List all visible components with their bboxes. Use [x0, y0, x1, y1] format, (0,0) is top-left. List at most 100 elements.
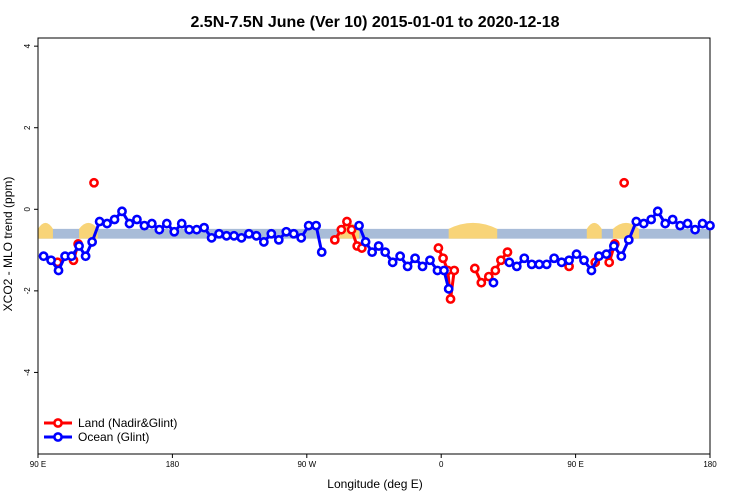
- y-tick-label-1: 2: [23, 125, 32, 130]
- series-1-point-2-0: [488, 277, 499, 288]
- legend-marker-1: [53, 432, 63, 442]
- series-1-point-0-10: [109, 214, 120, 225]
- series-1-point-3-15: [616, 251, 627, 262]
- x-tick-label-3: 0: [439, 460, 444, 469]
- series-1-point-0-32: [273, 234, 284, 245]
- series-0-point-5-3: [490, 265, 501, 276]
- series-0-point-4-0: [433, 243, 444, 253]
- series-1-point-0-7: [87, 237, 98, 247]
- series-1-point-0-6: [80, 251, 91, 262]
- series-0-point-9-0: [619, 177, 630, 188]
- series-1-point-3-10: [579, 255, 589, 266]
- series-1-point-3-1: [511, 261, 522, 272]
- series-0-point-3-0: [329, 234, 340, 245]
- x-tick-label-1: 180: [166, 460, 180, 469]
- legend: Land (Nadir&Glint)Ocean (Glint): [44, 416, 177, 444]
- series-1-point-0-34: [288, 228, 299, 239]
- series-0-point-2-0: [89, 177, 99, 188]
- series-1-point-0-27: [236, 232, 247, 243]
- series-1-point-0-13: [132, 214, 142, 225]
- plot-layer: [38, 222, 710, 239]
- series-1-point-3-5: [541, 259, 552, 270]
- series-1-point-0-1: [46, 255, 56, 266]
- series-1-point-0-29: [251, 230, 262, 241]
- x-tick-label-0: 90 E: [30, 460, 46, 469]
- series-1-point-0-5: [74, 241, 84, 251]
- x-tick-label-2: 90 W: [297, 460, 316, 469]
- series-1-point-0-21: [191, 224, 202, 235]
- land-area-1: [79, 222, 98, 239]
- land-area-3: [448, 222, 498, 239]
- series-1-point-1-1: [360, 237, 371, 247]
- series-1-point-0-14: [139, 220, 150, 231]
- y-axis-label: XCO2 - MLO trend (ppm): [1, 177, 15, 312]
- series-1-point-3-7: [556, 257, 567, 268]
- x-tick-label-5: 180: [703, 460, 717, 469]
- series-1-point-1-3: [373, 241, 384, 251]
- series-1: [38, 206, 715, 294]
- series-1-point-1-9: [417, 261, 428, 272]
- x-tick-label-4: 90 E: [567, 460, 583, 469]
- x-axis-label: Longitude (deg E): [327, 477, 422, 491]
- series-1-point-0-35: [296, 232, 307, 243]
- land-area-0: [38, 222, 53, 239]
- series-1-point-0-11: [117, 206, 127, 217]
- series-1-point-3-26: [697, 218, 708, 229]
- legend-marker-0: [53, 418, 63, 428]
- land-area-4: [586, 222, 602, 239]
- series-1-point-0-22: [199, 222, 210, 233]
- series-1-point-1-0: [354, 220, 364, 231]
- series-1-point-0-38: [316, 247, 327, 258]
- series-1-point-3-27: [705, 220, 715, 231]
- series-1-point-3-22: [667, 214, 678, 225]
- series-1-point-0-16: [154, 224, 165, 235]
- y-tick-label-2: 0: [23, 207, 32, 212]
- series-1-point-0-19: [176, 218, 187, 229]
- series-1-point-3-6: [549, 253, 560, 264]
- series-1-point-3-8: [564, 255, 574, 266]
- series-1-point-1-2: [367, 247, 378, 258]
- series-0-point-3-2: [342, 216, 352, 227]
- series-1-point-1-4: [380, 247, 391, 258]
- series-1-point-3-20: [652, 206, 663, 217]
- y-axis: 4 2 0 -2 -4: [23, 43, 38, 376]
- series-1-point-1-7: [402, 261, 413, 272]
- plot-frame: [37, 37, 711, 455]
- series-1-point-0-4: [66, 251, 77, 262]
- series-1-point-3-3: [526, 259, 537, 270]
- series-1-point-0-18: [169, 226, 180, 237]
- series-1-point-0-2: [53, 265, 64, 276]
- series-1-point-0-20: [184, 224, 195, 235]
- series-1-point-3-24: [682, 218, 693, 229]
- chart-title: 2.5N-7.5N June (Ver 10) 2015-01-01 to 20…: [190, 14, 559, 31]
- series-1-point-3-4: [534, 259, 545, 270]
- series-1-point-3-16: [623, 234, 634, 245]
- reference-band: [38, 228, 710, 239]
- series-1-point-3-11: [586, 265, 597, 276]
- series-1-point-3-18: [638, 218, 649, 229]
- series-1-point-3-21: [660, 218, 671, 229]
- series-1-point-0-15: [146, 218, 157, 229]
- series-1-point-0-31: [266, 228, 277, 239]
- y-tick-label-0: 4: [23, 43, 32, 48]
- series-1-point-0-17: [161, 218, 172, 229]
- series-1-point-3-19: [646, 214, 657, 225]
- series-1-point-3-2: [519, 253, 530, 264]
- series-1-point-1-10: [425, 255, 435, 266]
- series-0-point-5-4: [496, 255, 506, 266]
- series-0-point-5-0: [469, 263, 480, 274]
- series-1-point-0-9: [102, 218, 112, 229]
- series-1-point-3-14: [608, 241, 619, 251]
- series-1-point-3-17: [631, 216, 642, 227]
- series-0: [52, 177, 630, 304]
- series-0-point-3-3: [346, 224, 357, 235]
- y-tick-label-3: -2: [23, 287, 32, 295]
- series-1-point-0-33: [281, 226, 292, 237]
- series-0-point-5-1: [476, 277, 487, 288]
- series-layer: [38, 177, 715, 304]
- x-axis: 90 E 180 90 W 0 90 E 180: [30, 454, 717, 469]
- series-0-point-5-2: [483, 271, 494, 282]
- series-0-point-4-4: [449, 265, 460, 276]
- series-1-point-3-25: [690, 224, 700, 235]
